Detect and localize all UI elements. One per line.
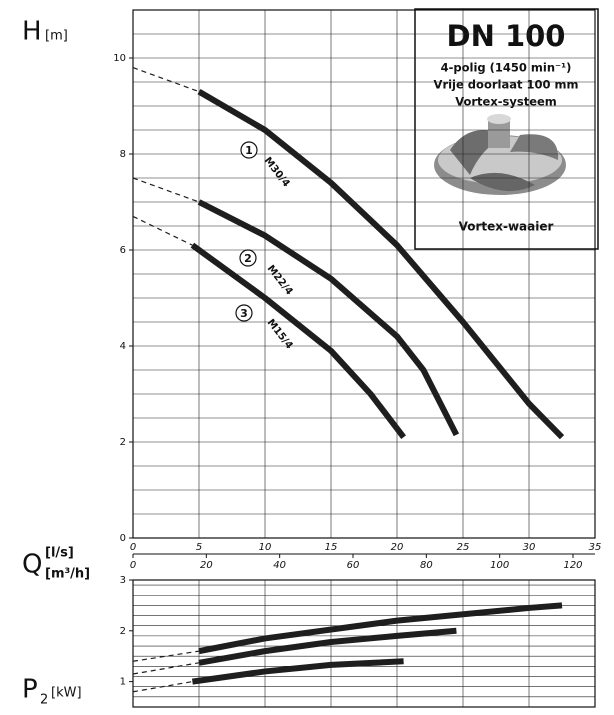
x-tick-label: 25 xyxy=(457,542,470,553)
info-line: Vortex-systeem xyxy=(455,95,557,109)
curve-number-circle xyxy=(240,141,258,159)
y-tick-label: 6 xyxy=(120,245,126,256)
plot-frame xyxy=(132,9,596,539)
curve xyxy=(197,89,565,440)
extrapolation-line xyxy=(132,681,193,693)
extrapolation-line xyxy=(132,177,200,203)
x2-tick-label: 120 xyxy=(563,560,582,571)
x2-tick-label: 100 xyxy=(490,560,509,571)
extrapolation-line xyxy=(132,215,193,246)
x-tick-label: 15 xyxy=(325,542,338,553)
x-tick-label: 0 xyxy=(130,542,136,553)
extrapolation-line xyxy=(132,67,200,93)
x2-axis-unit: [m³/h] xyxy=(45,567,90,582)
y-tick-label: 4 xyxy=(120,341,126,352)
x-tick-label: 35 xyxy=(589,542,602,553)
x2-tick-label: 0 xyxy=(130,560,136,571)
x2-tick-label: 40 xyxy=(273,560,286,571)
impeller-image xyxy=(434,114,566,195)
curve xyxy=(190,242,406,440)
curve-number-circle xyxy=(239,249,257,267)
curve xyxy=(191,658,404,685)
y-tick-label: 2 xyxy=(120,437,126,448)
x2-tick-label: 60 xyxy=(347,560,360,571)
y-axis-label: P xyxy=(22,675,38,705)
y-tick-label: 1 xyxy=(120,677,126,688)
x-tick-label: 10 xyxy=(259,542,272,553)
x-tick-label: 5 xyxy=(196,542,202,553)
curve xyxy=(198,602,563,655)
curve-number-circle xyxy=(235,304,253,322)
info-caption: Vortex-waaier xyxy=(459,220,554,234)
y-tick-label: 2 xyxy=(120,626,126,637)
curve-number: 1 xyxy=(245,144,253,157)
x-axis-unit: [l/s] xyxy=(45,546,74,561)
curve xyxy=(198,627,457,666)
y-axis-unit: [kW] xyxy=(51,686,82,701)
x-tick-label: 20 xyxy=(391,542,404,553)
y-tick-label: 8 xyxy=(120,149,126,160)
x-tick-label: 30 xyxy=(523,542,536,553)
y-tick-label: 10 xyxy=(113,53,126,64)
info-line: 4-polig (1450 min⁻¹) xyxy=(441,61,572,75)
y-axis-unit: [m] xyxy=(45,29,68,44)
x2-tick-label: 80 xyxy=(420,560,433,571)
x-axis-label: Q xyxy=(22,550,42,580)
curve-name: M30/4 xyxy=(262,155,292,189)
curve-number: 3 xyxy=(240,307,248,320)
info-box: DN 100 4-polig (1450 min⁻¹) Vrije doorla… xyxy=(414,8,599,250)
x2-tick-label: 20 xyxy=(200,560,213,571)
curve xyxy=(197,199,460,437)
curve-number: 2 xyxy=(244,252,252,265)
y-tick-label: 0 xyxy=(120,533,126,544)
y-tick-label: 3 xyxy=(120,575,126,586)
y-axis-label: H xyxy=(22,17,42,47)
curve-name: M22/4 xyxy=(265,263,295,297)
extrapolation-line xyxy=(132,662,200,675)
info-line: Vrije doorlaat 100 mm xyxy=(434,78,579,92)
plot-frame xyxy=(132,579,596,708)
extrapolation-line xyxy=(132,650,200,662)
plot: 1 2 3 xyxy=(120,575,596,708)
info-title: DN 100 xyxy=(447,19,566,53)
y-axis-label-sub: 2 xyxy=(40,693,48,708)
